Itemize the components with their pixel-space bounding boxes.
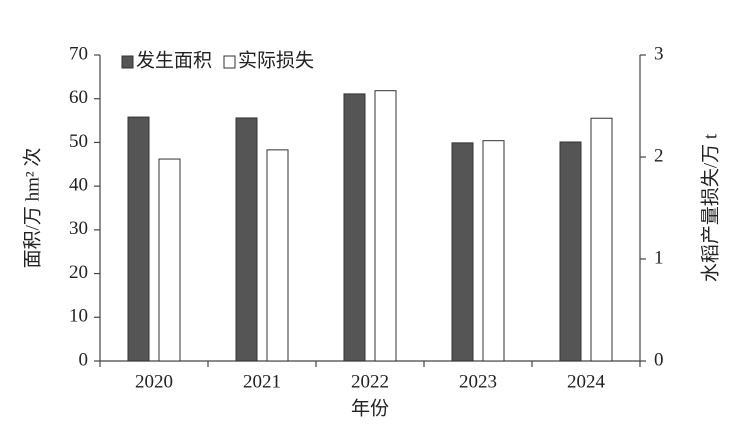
bar [158, 158, 181, 362]
bar [559, 141, 582, 362]
y2-tick-label: 2 [654, 145, 664, 166]
x-tick-label: 2020 [135, 371, 173, 392]
y-axis-title: 面积/万 hm² 次 [21, 148, 43, 269]
x-tick-label: 2022 [351, 371, 389, 392]
bar [235, 117, 258, 362]
x-tick-label: 2021 [243, 371, 281, 392]
legend-label: 发生面积 [136, 49, 212, 71]
bar [482, 140, 505, 362]
y2-tick-label: 1 [654, 247, 664, 268]
y-tick-label: 10 [69, 306, 88, 327]
x-axis-title: 年份 [351, 397, 389, 419]
y-tick-label: 20 [69, 262, 88, 283]
bar [343, 93, 366, 362]
legend-label: 实际损失 [238, 49, 314, 71]
y-tick-label: 60 [69, 87, 88, 108]
bar [266, 149, 289, 362]
y2-tick-label: 0 [654, 349, 664, 370]
y2-axis-title: 水稻产量损失/万 t [699, 133, 721, 282]
y-tick-label: 0 [79, 349, 89, 370]
y-tick-label: 30 [69, 218, 88, 239]
legend-swatch [223, 55, 236, 69]
y-tick-label: 40 [69, 175, 88, 196]
bar [451, 142, 474, 362]
legend-swatch [121, 55, 134, 69]
bar [374, 90, 397, 362]
x-tick-label: 2023 [459, 371, 497, 392]
y2-tick-label: 3 [654, 43, 664, 64]
y-tick-label: 70 [69, 43, 88, 64]
y-tick-label: 50 [69, 131, 88, 152]
bar [590, 117, 613, 362]
x-tick-label: 2024 [567, 371, 606, 392]
bar [127, 116, 150, 362]
